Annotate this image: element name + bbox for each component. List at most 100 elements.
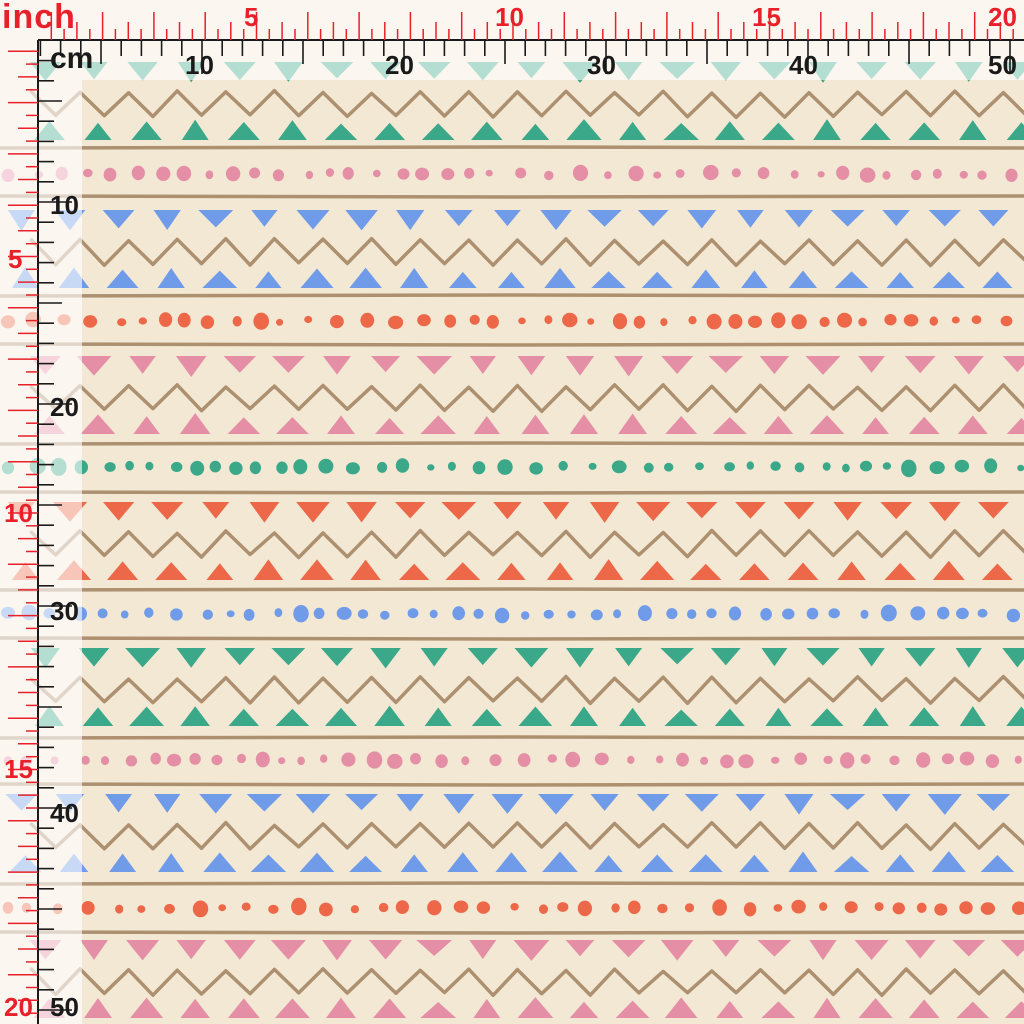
triangle-down: [271, 648, 306, 666]
triangle-up: [862, 417, 890, 434]
rulers: [8, 12, 1024, 1024]
triangle-down: [249, 502, 280, 523]
dot: [901, 459, 917, 478]
dot: [319, 902, 333, 917]
triangle-down: [102, 210, 135, 229]
triangle-down: [105, 794, 133, 813]
dot: [657, 903, 668, 914]
dot: [844, 901, 858, 914]
triangle-down: [467, 648, 498, 666]
dot: [380, 610, 390, 620]
triangle-up: [884, 562, 917, 580]
triangle-down: [223, 356, 257, 373]
dot: [676, 752, 689, 767]
triangle-down: [955, 648, 982, 668]
dot: [249, 167, 261, 179]
triangle-up: [420, 1001, 457, 1018]
dot: [305, 170, 314, 180]
dot: [903, 314, 919, 327]
dot: [200, 315, 215, 330]
dot: [594, 752, 609, 766]
triangle-down: [858, 648, 885, 667]
triangle-up: [834, 271, 869, 288]
triangle-down: [78, 648, 110, 667]
triangle-down: [928, 210, 961, 227]
dot: [611, 903, 620, 913]
triangle-down: [686, 502, 718, 519]
dot: [1017, 464, 1024, 472]
triangle-up: [349, 267, 382, 288]
dot: [318, 458, 334, 474]
dot: [860, 754, 871, 765]
dot: [954, 459, 970, 473]
dot: [429, 609, 438, 619]
triangle-up: [787, 562, 819, 580]
dot: [120, 610, 129, 619]
triangle-up: [255, 271, 282, 288]
dot: [1006, 608, 1021, 623]
triangle-up: [109, 853, 137, 872]
triangle-up: [932, 271, 965, 288]
triangle-up: [690, 563, 722, 580]
dot: [889, 755, 900, 766]
dot: [627, 755, 635, 765]
triangle-down: [420, 648, 448, 667]
triangle-up: [886, 271, 915, 288]
triangle-up: [473, 416, 500, 434]
dot: [253, 312, 269, 330]
dot: [720, 754, 734, 769]
triangle-down: [296, 502, 330, 523]
dot: [728, 606, 742, 621]
triangle-up: [980, 854, 1015, 872]
dot: [125, 460, 134, 471]
dot: [378, 902, 389, 913]
triangle-up: [739, 854, 770, 872]
dot: [666, 608, 678, 620]
triangle-up: [591, 271, 626, 288]
triangle-down: [396, 210, 425, 231]
dot: [959, 751, 975, 766]
triangle-up: [714, 708, 745, 726]
triangle-up: [447, 852, 479, 872]
dot: [249, 461, 261, 475]
dot: [910, 169, 922, 181]
triangle-up: [299, 852, 335, 872]
triangle-up: [788, 270, 818, 288]
triangle-down: [637, 210, 669, 227]
dot: [350, 905, 359, 914]
triangle-down: [542, 502, 570, 520]
triangle-up: [542, 851, 578, 872]
triangle-up: [813, 997, 841, 1018]
triangle-down: [469, 356, 496, 374]
triangle-up: [448, 271, 477, 288]
triangle-up: [1006, 706, 1024, 726]
dot: [485, 169, 493, 177]
triangle-up: [130, 997, 164, 1018]
dot: [565, 751, 581, 768]
dot: [643, 462, 654, 473]
triangle-up: [158, 853, 185, 872]
triangle-down: [251, 210, 278, 227]
triangle-up: [858, 997, 893, 1018]
dot: [791, 314, 807, 330]
dot: [497, 459, 513, 475]
dot: [297, 756, 305, 766]
dot: [366, 751, 383, 769]
dot: [473, 608, 484, 619]
triangle-down: [927, 794, 962, 815]
triangle-down: [615, 648, 643, 667]
zigzag-line: [29, 528, 1024, 560]
dot: [770, 461, 781, 471]
triangle-down: [320, 648, 354, 667]
triangle-down: [493, 502, 522, 520]
dot: [687, 609, 697, 619]
triangle-up: [1006, 417, 1024, 434]
stripe-line: [0, 490, 1024, 495]
inch-ruler-title: inch: [2, 0, 76, 36]
triangle-up: [908, 416, 940, 434]
dot: [794, 752, 807, 765]
cm-tick-top-20: 20: [385, 50, 414, 80]
zigzag-band: [29, 940, 1024, 1018]
triangle-up: [155, 562, 188, 580]
